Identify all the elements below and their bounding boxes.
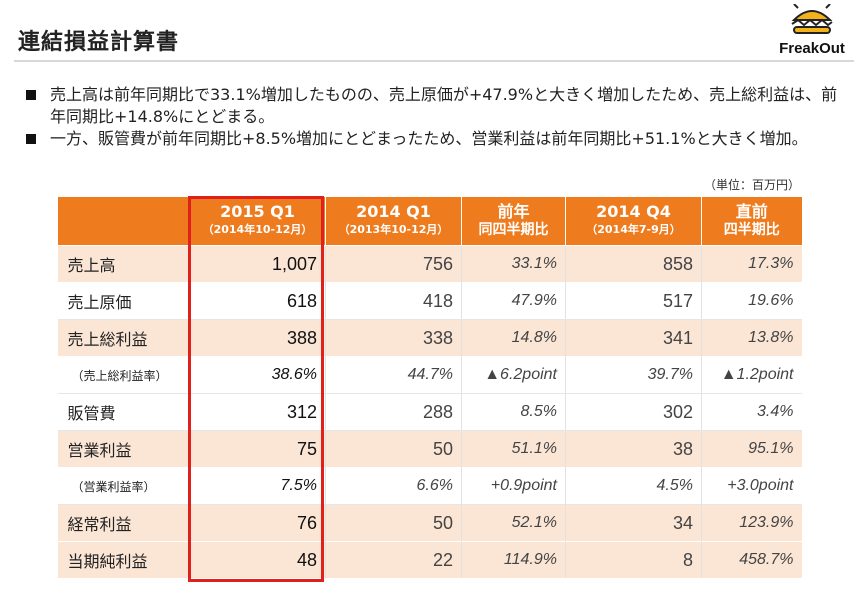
table-header-row: 2015 Q1 （2014年10-12月） 2014 Q1 （2013年10-12月… [57, 197, 802, 246]
bullet-text: 売上高は前年同期比で33.1%増加したものの、売上原価が+47.9%と大きく増加… [50, 85, 838, 126]
cell-qoq: 13.8% [701, 319, 802, 357]
header-main: 直前 [735, 202, 768, 221]
row-label: （売上総利益率） [57, 356, 190, 394]
cell-qoq: +3.0point [701, 467, 802, 505]
cell-yoy: +0.9point [461, 467, 566, 505]
table-row: （売上総利益率） 38.6% 44.7% ▲6.2point 39.7% ▲1.… [57, 356, 802, 394]
header-sub: （2014年7-9月） [586, 223, 681, 236]
bullet-square-icon [26, 90, 36, 100]
cell-2014-q4: 38 [565, 430, 702, 468]
cell-yoy: 8.5% [461, 393, 566, 431]
cell-yoy: 51.1% [461, 430, 566, 468]
cell-2015-q1: 76 [189, 504, 326, 542]
cell-2014-q1: 50 [325, 430, 462, 468]
cell-2015-q1: 312 [189, 393, 326, 431]
cell-2015-q1: 388 [189, 319, 326, 357]
cell-qoq: 458.7% [701, 541, 802, 578]
header-yoy: 前年 同四半期比 [461, 197, 566, 246]
table-row: 売上原価 618 418 47.9% 517 19.6% [57, 282, 802, 320]
cell-2014-q4: 39.7% [565, 356, 702, 394]
header-sub: （2014年10-12月） [202, 223, 313, 236]
cell-yoy: 52.1% [461, 504, 566, 542]
row-label: 販管費 [57, 393, 190, 431]
cell-yoy: 14.8% [461, 319, 566, 357]
cell-2014-q4: 517 [565, 282, 702, 320]
cell-2015-q1: 48 [189, 541, 326, 578]
table-row: 売上高 1,007 756 33.1% 858 17.3% [57, 245, 802, 283]
bullet-square-icon [26, 134, 36, 144]
header-sub: 同四半期比 [478, 222, 549, 238]
cell-qoq: ▲1.2point [701, 356, 802, 394]
bullet-text: 一方、販管費が前年同期比+8.5%増加にとどまったため、営業利益は前年同期比+5… [50, 129, 808, 148]
header-main: 2014 Q4 [596, 202, 671, 221]
page-title: 連結損益計算書 [18, 30, 180, 55]
cell-2015-q1: 38.6% [189, 356, 326, 394]
unit-label: （単位：百万円） [703, 178, 800, 192]
cell-2015-q1: 618 [189, 282, 326, 320]
cell-2015-q1: 1,007 [189, 245, 326, 283]
table-row: 営業利益 75 50 51.1% 38 95.1% [57, 430, 802, 468]
row-label: 売上総利益 [57, 319, 190, 357]
cell-yoy: 33.1% [461, 245, 566, 283]
cell-qoq: 19.6% [701, 282, 802, 320]
header-2014-q1: 2014 Q1 （2013年10-12月） [325, 197, 462, 246]
burger-logo-icon [791, 4, 833, 34]
header-label-column [57, 197, 190, 246]
cell-2014-q4: 341 [565, 319, 702, 357]
cell-2015-q1: 7.5% [189, 467, 326, 505]
cell-yoy: 47.9% [461, 282, 566, 320]
bullet-item: 売上高は前年同期比で33.1%増加したものの、売上原価が+47.9%と大きく増加… [22, 84, 842, 128]
header-2014-q4: 2014 Q4 （2014年7-9月） [565, 197, 702, 246]
income-statement-table: 2015 Q1 （2014年10-12月） 2014 Q1 （2013年10-12月… [57, 197, 802, 578]
logo-text: FreakOut [779, 40, 845, 57]
cell-qoq: 123.9% [701, 504, 802, 542]
header-sub: 四半期比 [723, 222, 780, 238]
cell-qoq: 3.4% [701, 393, 802, 431]
bullet-item: 一方、販管費が前年同期比+8.5%増加にとどまったため、営業利益は前年同期比+5… [22, 128, 842, 150]
cell-2014-q1: 288 [325, 393, 462, 431]
table-row: 当期純利益 48 22 114.9% 8 458.7% [57, 541, 802, 578]
table-row: 販管費 312 288 8.5% 302 3.4% [57, 393, 802, 431]
table-row: 売上総利益 388 338 14.8% 341 13.8% [57, 319, 802, 357]
row-label: （営業利益率） [57, 467, 190, 505]
header-main: 前年 [497, 202, 530, 221]
row-label: 売上高 [57, 245, 190, 283]
title-divider [14, 60, 854, 62]
cell-2015-q1: 75 [189, 430, 326, 468]
cell-yoy: ▲6.2point [461, 356, 566, 394]
cell-2014-q1: 756 [325, 245, 462, 283]
row-label: 経常利益 [57, 504, 190, 542]
table-row: （営業利益率） 7.5% 6.6% +0.9point 4.5% +3.0poi… [57, 467, 802, 505]
header-2015-q1: 2015 Q1 （2014年10-12月） [189, 197, 326, 246]
header-sub: （2013年10-12月） [338, 223, 449, 236]
row-label: 営業利益 [57, 430, 190, 468]
cell-qoq: 95.1% [701, 430, 802, 468]
freakout-logo: FreakOut [772, 4, 852, 60]
summary-bullets: 売上高は前年同期比で33.1%増加したものの、売上原価が+47.9%と大きく増加… [22, 84, 842, 150]
cell-yoy: 114.9% [461, 541, 566, 578]
cell-2014-q4: 302 [565, 393, 702, 431]
row-label: 売上原価 [57, 282, 190, 320]
cell-2014-q4: 34 [565, 504, 702, 542]
cell-qoq: 17.3% [701, 245, 802, 283]
cell-2014-q4: 858 [565, 245, 702, 283]
cell-2014-q4: 8 [565, 541, 702, 578]
header-qoq: 直前 四半期比 [701, 197, 802, 246]
cell-2014-q1: 44.7% [325, 356, 462, 394]
row-label: 当期純利益 [57, 541, 190, 578]
cell-2014-q1: 22 [325, 541, 462, 578]
header-main: 2014 Q1 [356, 202, 431, 221]
cell-2014-q1: 50 [325, 504, 462, 542]
cell-2014-q4: 4.5% [565, 467, 702, 505]
cell-2014-q1: 418 [325, 282, 462, 320]
header-main: 2015 Q1 [220, 202, 295, 221]
cell-2014-q1: 338 [325, 319, 462, 357]
cell-2014-q1: 6.6% [325, 467, 462, 505]
table-row: 経常利益 76 50 52.1% 34 123.9% [57, 504, 802, 542]
